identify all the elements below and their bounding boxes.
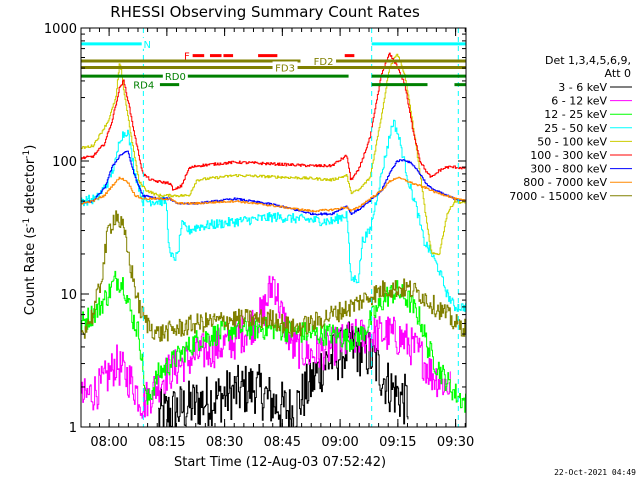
legend-label-2: 6 - 12 keV — [551, 95, 607, 108]
y-axis-label-end: ) — [23, 145, 38, 150]
series-line-3 — [81, 270, 466, 413]
y-axis-label-exp2: -1 — [22, 150, 32, 159]
x-tick-label-2: 08:15 — [148, 435, 185, 450]
flag-label-bg-n — [141, 37, 153, 49]
y-tick-label-3: 100 — [52, 155, 77, 170]
flag-label-bg-rd4 — [131, 78, 157, 90]
series-line-4 — [81, 119, 466, 312]
series-line-9 — [81, 210, 466, 342]
legend-header-line2: Att 0 — [605, 67, 631, 80]
flag-annotations: N F FD2 FD3 RD0 RD4 — [81, 28, 466, 427]
series-line-6 — [81, 52, 466, 191]
flag-label-fd3: FD3 — [275, 63, 295, 74]
flag-label-bg-fd3 — [272, 61, 298, 73]
x-tick-label-5: 09:00 — [321, 435, 358, 450]
legend-label-9: 7000 - 15000 keV — [509, 190, 607, 203]
y-tick-label-4: 1000 — [44, 22, 77, 37]
chart-title: RHESSI Observing Summary Count Rates — [110, 3, 420, 21]
legend-label-6: 100 - 300 keV — [530, 149, 607, 162]
flag-label-f: F — [184, 52, 190, 63]
legend-label-1: 3 - 6 keV — [558, 81, 607, 94]
x-tick-label-6: 09:15 — [379, 435, 416, 450]
legend-header-line1: Det 1,3,4,5,6,9, — [545, 54, 631, 67]
y-axis-label-main: Count Rate (s — [23, 227, 38, 316]
legend-label-7: 300 - 800 keV — [530, 163, 607, 176]
flag-label-bg-fd2 — [311, 54, 337, 66]
y-axis-ticks: 1 10 100 1000 — [44, 22, 466, 436]
series-line-7 — [81, 150, 466, 216]
legend-label-3: 12 - 25 keV — [544, 108, 607, 121]
x-tick-label-1: 08:00 — [90, 435, 127, 450]
y-tick-label-2: 10 — [60, 288, 77, 303]
plot-frame — [80, 27, 467, 428]
series-line-8 — [81, 176, 466, 213]
x-axis-label: Start Time (12-Aug-03 07:52:42) — [174, 455, 386, 470]
legend-label-8: 800 - 7000 keV — [523, 176, 607, 189]
legend-label-4: 25 - 50 keV — [544, 122, 607, 135]
flag-label-bg-f — [181, 49, 193, 61]
flag-label-rd4: RD4 — [133, 81, 154, 92]
footer-timestamp: 22-Oct-2021 04:49 — [554, 468, 636, 477]
y-tick-label-1: 1 — [69, 421, 77, 436]
x-axis-ticks: 08:00 08:15 08:30 08:45 09:00 09:15 09:30 — [89, 28, 474, 450]
flag-label-n: N — [143, 40, 150, 51]
y-axis-label: Count Rate (s-1 detector-1) — [22, 145, 38, 316]
legend-label-5: 50 - 100 keV — [537, 135, 607, 148]
flag-label-fd2: FD2 — [314, 57, 334, 68]
x-tick-label-7: 09:30 — [437, 435, 474, 450]
series-line-1 — [158, 321, 409, 427]
plot-area — [81, 52, 466, 427]
y-axis-label-exp1: -1 — [22, 218, 32, 227]
flag-label-bg-rd0 — [162, 70, 188, 82]
series-line-2 — [81, 275, 451, 419]
y-axis-label-mid: detector — [23, 158, 38, 218]
x-tick-label-3: 08:30 — [206, 435, 243, 450]
x-tick-label-4: 08:45 — [264, 435, 301, 450]
flag-label-rd0: RD0 — [165, 72, 186, 83]
